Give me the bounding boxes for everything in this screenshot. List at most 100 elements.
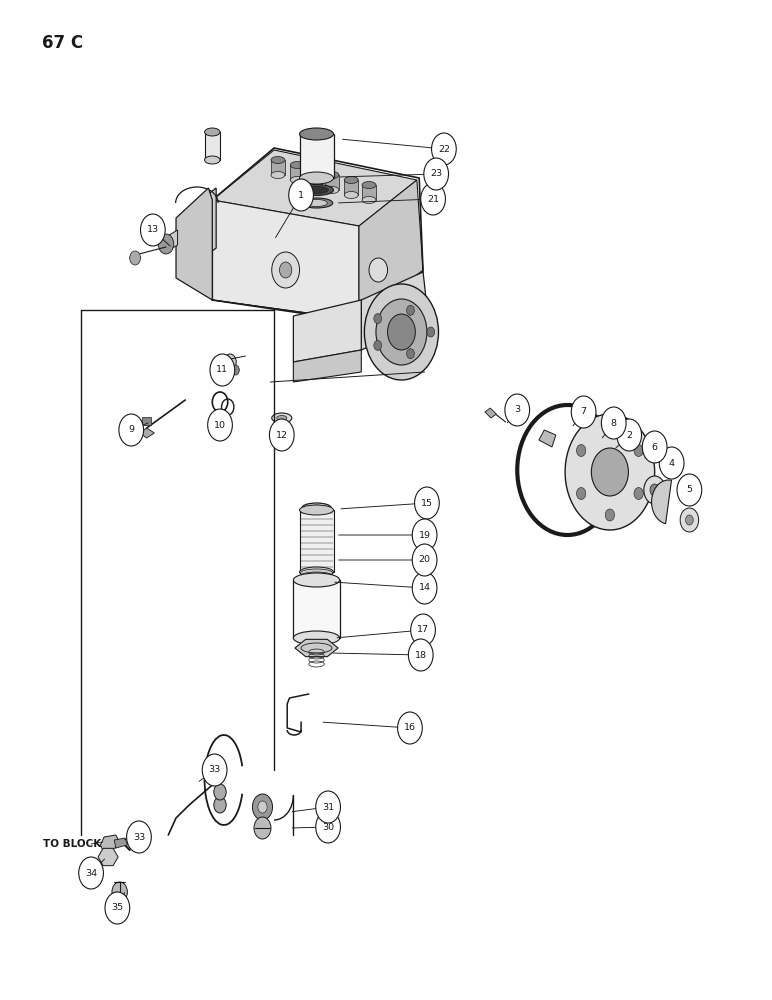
Polygon shape: [130, 253, 141, 263]
Circle shape: [388, 314, 415, 350]
Ellipse shape: [306, 200, 327, 207]
Circle shape: [130, 251, 141, 265]
Ellipse shape: [290, 161, 304, 168]
Text: 33: 33: [133, 832, 145, 842]
Text: 33: 33: [208, 766, 221, 774]
Polygon shape: [361, 272, 428, 350]
Text: 35: 35: [111, 904, 124, 912]
Circle shape: [141, 214, 165, 246]
Circle shape: [601, 407, 626, 439]
Ellipse shape: [300, 184, 334, 196]
Circle shape: [369, 258, 388, 282]
Polygon shape: [290, 165, 304, 180]
Text: 2: 2: [626, 430, 632, 440]
Circle shape: [279, 262, 292, 278]
Circle shape: [376, 299, 427, 365]
Ellipse shape: [305, 187, 328, 194]
Circle shape: [634, 488, 643, 500]
Polygon shape: [300, 510, 334, 572]
Ellipse shape: [300, 198, 333, 208]
Circle shape: [408, 639, 433, 671]
Text: 19: 19: [418, 530, 431, 540]
Polygon shape: [362, 185, 376, 200]
Circle shape: [364, 284, 438, 380]
Ellipse shape: [362, 182, 376, 188]
Ellipse shape: [325, 187, 339, 194]
Circle shape: [202, 754, 227, 786]
Circle shape: [289, 179, 313, 211]
Circle shape: [605, 423, 615, 435]
Circle shape: [577, 444, 586, 456]
Polygon shape: [293, 300, 361, 362]
Circle shape: [565, 414, 655, 530]
Ellipse shape: [308, 182, 322, 188]
Circle shape: [644, 476, 665, 504]
Circle shape: [105, 892, 130, 924]
Text: 3: 3: [514, 406, 520, 414]
Polygon shape: [142, 417, 151, 425]
Circle shape: [659, 447, 684, 479]
Circle shape: [258, 801, 267, 813]
Circle shape: [677, 474, 702, 506]
Polygon shape: [166, 230, 178, 252]
Ellipse shape: [205, 128, 220, 136]
Polygon shape: [359, 180, 423, 320]
Polygon shape: [293, 580, 340, 638]
Text: 67 C: 67 C: [42, 34, 83, 52]
Circle shape: [591, 448, 628, 496]
Circle shape: [634, 444, 643, 456]
Text: 20: 20: [418, 556, 431, 564]
Circle shape: [686, 515, 693, 525]
Polygon shape: [205, 132, 220, 160]
Circle shape: [210, 354, 235, 386]
Ellipse shape: [271, 172, 285, 178]
Polygon shape: [300, 134, 334, 178]
Circle shape: [605, 509, 615, 521]
Ellipse shape: [325, 172, 339, 178]
Polygon shape: [178, 188, 216, 278]
Ellipse shape: [272, 413, 292, 423]
Circle shape: [642, 431, 667, 463]
Text: 9: 9: [128, 426, 134, 434]
Text: 30: 30: [322, 822, 334, 832]
Ellipse shape: [300, 505, 334, 515]
Text: 1: 1: [298, 190, 304, 200]
Circle shape: [680, 508, 699, 532]
Circle shape: [424, 158, 449, 190]
Ellipse shape: [290, 176, 304, 184]
Circle shape: [316, 791, 340, 823]
Text: 13: 13: [147, 226, 159, 234]
Polygon shape: [293, 350, 361, 382]
Circle shape: [316, 811, 340, 843]
Circle shape: [374, 314, 381, 324]
Circle shape: [407, 349, 415, 359]
Text: 14: 14: [418, 584, 431, 592]
Circle shape: [214, 784, 226, 800]
Ellipse shape: [277, 416, 286, 420]
Text: 16: 16: [404, 724, 416, 732]
Wedge shape: [652, 480, 672, 524]
Polygon shape: [308, 170, 322, 185]
Circle shape: [412, 572, 437, 604]
Circle shape: [79, 857, 103, 889]
Text: 8: 8: [611, 418, 617, 428]
Polygon shape: [295, 639, 338, 657]
Text: 22: 22: [438, 144, 450, 153]
Ellipse shape: [300, 172, 334, 184]
Polygon shape: [485, 408, 496, 418]
Polygon shape: [212, 150, 417, 226]
Text: 18: 18: [415, 650, 427, 660]
Circle shape: [432, 133, 456, 165]
Text: 34: 34: [85, 868, 97, 878]
Polygon shape: [176, 188, 212, 300]
Ellipse shape: [309, 505, 324, 511]
Circle shape: [214, 797, 226, 813]
Text: TO BLOCK: TO BLOCK: [43, 839, 101, 849]
Circle shape: [411, 614, 435, 646]
Circle shape: [571, 396, 596, 428]
Circle shape: [119, 414, 144, 446]
Text: 11: 11: [216, 365, 229, 374]
Circle shape: [412, 519, 437, 551]
Polygon shape: [98, 848, 118, 866]
Text: 5: 5: [686, 486, 692, 494]
